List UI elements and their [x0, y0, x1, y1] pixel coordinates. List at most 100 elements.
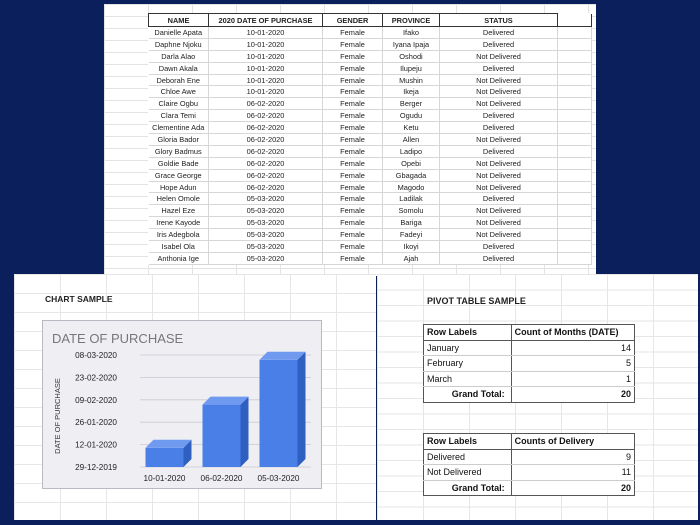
cell-date[interactable]: 05-03-2020: [208, 216, 323, 230]
empty-cell[interactable]: [557, 50, 592, 63]
pivot-row-label[interactable]: Not Delivered: [423, 464, 512, 481]
empty-cell[interactable]: [557, 74, 592, 87]
pivot-row-value[interactable]: 5: [510, 355, 636, 372]
cell-province[interactable]: Berger: [382, 97, 440, 111]
cell-name[interactable]: Helen Omole: [148, 192, 209, 206]
cell-gender[interactable]: Female: [322, 181, 383, 194]
cell-status[interactable]: Not Delivered: [439, 85, 558, 99]
cell-date[interactable]: 05-03-2020: [208, 240, 323, 253]
empty-cell[interactable]: [557, 13, 592, 27]
pivot-row-value[interactable]: 11: [510, 464, 636, 481]
cell-date[interactable]: 06-02-2020: [208, 109, 323, 123]
cell-name[interactable]: Grace George: [148, 169, 209, 182]
empty-cell[interactable]: [557, 26, 592, 39]
cell-province[interactable]: Ketu: [382, 121, 440, 135]
cell-status[interactable]: Not Delivered: [439, 50, 558, 63]
pivot-row-value[interactable]: 1: [510, 370, 636, 387]
empty-cell[interactable]: [557, 228, 592, 242]
cell-status[interactable]: Not Delivered: [439, 157, 558, 170]
cell-province[interactable]: Mushin: [382, 74, 440, 87]
cell-province[interactable]: Ifako: [382, 26, 440, 39]
cell-status[interactable]: Delivered: [439, 252, 558, 265]
cell-gender[interactable]: Female: [322, 228, 383, 242]
cell-name[interactable]: Dawn Akala: [148, 62, 209, 75]
cell-name[interactable]: Gloria Bador: [148, 133, 209, 146]
header-gender[interactable]: GENDER: [322, 13, 383, 27]
cell-status[interactable]: Not Delivered: [439, 133, 558, 146]
empty-cell[interactable]: [557, 121, 592, 135]
cell-name[interactable]: Hope Adun: [148, 181, 209, 194]
cell-status[interactable]: Delivered: [439, 145, 558, 158]
cell-gender[interactable]: Female: [322, 204, 383, 218]
cell-province[interactable]: Fadeyi: [382, 228, 440, 242]
pivot-row-label[interactable]: February: [423, 355, 512, 372]
empty-cell[interactable]: [557, 216, 592, 230]
empty-cell[interactable]: [557, 62, 592, 75]
cell-status[interactable]: Not Delivered: [439, 181, 558, 194]
header-province[interactable]: PROVINCE: [382, 13, 440, 27]
cell-date[interactable]: 10-01-2020: [208, 85, 323, 99]
cell-name[interactable]: Hazel Eze: [148, 204, 209, 218]
cell-province[interactable]: Ogudu: [382, 109, 440, 123]
cell-name[interactable]: Clementine Ada: [148, 121, 209, 135]
cell-province[interactable]: Ikoyi: [382, 240, 440, 253]
cell-gender[interactable]: Female: [322, 157, 383, 170]
pivot-row-label[interactable]: March: [423, 370, 512, 387]
cell-name[interactable]: Goldie Bade: [148, 157, 209, 170]
cell-date[interactable]: 10-01-2020: [208, 74, 323, 87]
cell-name[interactable]: Glory Badmus: [148, 145, 209, 158]
pivot-total-label[interactable]: Grand Total:: [423, 479, 512, 496]
cell-gender[interactable]: Female: [322, 62, 383, 75]
cell-status[interactable]: Delivered: [439, 62, 558, 75]
cell-gender[interactable]: Female: [322, 109, 383, 123]
cell-name[interactable]: Darla Alao: [148, 50, 209, 63]
cell-status[interactable]: Delivered: [439, 38, 558, 51]
empty-cell[interactable]: [557, 85, 592, 99]
cell-gender[interactable]: Female: [322, 50, 383, 63]
pivot-total-label[interactable]: Grand Total:: [423, 386, 512, 403]
cell-province[interactable]: Oshodi: [382, 50, 440, 63]
cell-name[interactable]: Daphne Njoku: [148, 38, 209, 51]
empty-cell[interactable]: [557, 192, 592, 206]
cell-name[interactable]: Anthonia Ige: [148, 252, 209, 265]
cell-province[interactable]: Somolu: [382, 204, 440, 218]
pivot-months-header-count[interactable]: Count of Months (DATE): [510, 324, 636, 341]
cell-province[interactable]: Ladipo: [382, 145, 440, 158]
cell-gender[interactable]: Female: [322, 38, 383, 51]
empty-cell[interactable]: [557, 204, 592, 218]
cell-gender[interactable]: Female: [322, 97, 383, 111]
cell-name[interactable]: Isabel Ola: [148, 240, 209, 253]
empty-cell[interactable]: [557, 181, 592, 194]
chart-container[interactable]: DATE OF PURCHASE DATE OF PURCHASE 29-12-20…: [42, 320, 322, 489]
cell-gender[interactable]: Female: [322, 240, 383, 253]
cell-status[interactable]: Not Delivered: [439, 97, 558, 111]
empty-cell[interactable]: [557, 169, 592, 182]
pivot-row-label[interactable]: January: [423, 339, 512, 356]
cell-name[interactable]: Iris Adegbola: [148, 228, 209, 242]
cell-province[interactable]: Opebi: [382, 157, 440, 170]
empty-cell[interactable]: [557, 109, 592, 123]
cell-date[interactable]: 10-01-2020: [208, 26, 323, 39]
cell-name[interactable]: Claire Ogbu: [148, 97, 209, 111]
pivot-delivery-header-count[interactable]: Counts of Delivery: [510, 433, 636, 450]
cell-name[interactable]: Irene Kayode: [148, 216, 209, 230]
cell-gender[interactable]: Female: [322, 192, 383, 206]
pivot-delivery-header-labels[interactable]: Row Labels: [423, 433, 512, 450]
cell-province[interactable]: Gbagada: [382, 169, 440, 182]
pivot-row-value[interactable]: 14: [510, 339, 636, 356]
empty-cell[interactable]: [557, 145, 592, 158]
empty-cell[interactable]: [557, 133, 592, 146]
empty-cell[interactable]: [557, 38, 592, 51]
pivot-row-label[interactable]: Delivered: [423, 448, 512, 465]
cell-date[interactable]: 10-01-2020: [208, 50, 323, 63]
empty-cell[interactable]: [557, 97, 592, 111]
header-status[interactable]: STATUS: [439, 13, 558, 27]
cell-gender[interactable]: Female: [322, 74, 383, 87]
cell-date[interactable]: 06-02-2020: [208, 121, 323, 135]
cell-name[interactable]: Chloe Awe: [148, 85, 209, 99]
cell-province[interactable]: Ilupeju: [382, 62, 440, 75]
empty-cell[interactable]: [557, 240, 592, 253]
cell-province[interactable]: Bariga: [382, 216, 440, 230]
cell-province[interactable]: Iyana Ipaja: [382, 38, 440, 51]
cell-date[interactable]: 06-02-2020: [208, 133, 323, 146]
